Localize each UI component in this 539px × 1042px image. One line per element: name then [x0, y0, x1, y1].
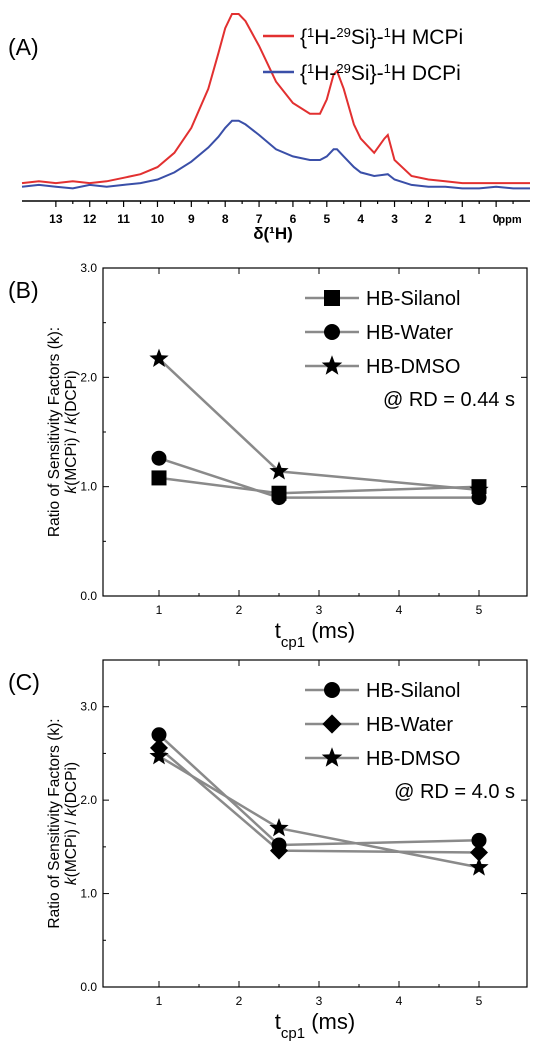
- data-point: [271, 490, 287, 506]
- data-point: [149, 746, 169, 765]
- x-tick-label: 12: [83, 212, 97, 226]
- legend-marker: [324, 324, 340, 340]
- panel-c: 1 2 3 4 5 0.0 1.0 2.0 3.0 Ratio of Sensitivity Fa…: [8, 659, 528, 1042]
- x-tick-label: 3: [391, 212, 398, 226]
- x-tick-label: 9: [188, 212, 195, 226]
- data-point: [269, 461, 289, 480]
- x-tick-label: 10: [151, 212, 165, 226]
- panel-label: (C): [8, 669, 40, 695]
- x-tick-label: 3: [316, 603, 323, 617]
- legend-marker: [321, 747, 343, 767]
- y-tick-label: 0.0: [80, 589, 97, 603]
- legend-label: HB-Silanol: [366, 680, 460, 702]
- x-tick-label: 1: [156, 603, 163, 617]
- spectrum-line: [21, 119, 530, 190]
- data-point: [471, 832, 487, 848]
- series-line: [158, 357, 480, 492]
- x-tick-label: 0: [493, 212, 500, 226]
- spectrum-line: [21, 13, 530, 185]
- x-tick-label: 11: [117, 212, 130, 226]
- data-point: [469, 857, 489, 876]
- legend-marker: [322, 714, 342, 734]
- x-tick-label: 4: [396, 994, 403, 1008]
- y-axis-subtitle: k(MCPi) / k(DCPi): [63, 370, 80, 493]
- legend-label: HB-DMSO: [366, 356, 460, 378]
- x-axis-title: tcp1 (ms): [275, 1009, 355, 1042]
- panel-label: (A): [8, 34, 39, 60]
- x-tick-label: 4: [357, 212, 364, 226]
- x-tick-label: 8: [222, 212, 229, 226]
- data-point: [469, 479, 489, 499]
- legend-marker: [321, 355, 343, 375]
- y-tick-label: 0.0: [80, 980, 97, 994]
- data-point: [151, 450, 167, 466]
- y-tick-label: 1.0: [80, 887, 97, 901]
- legend-marker: [324, 682, 340, 698]
- y-axis-title: Ratio of Sensitivity Factors (k):: [46, 327, 63, 537]
- x-unit-label: ppm: [498, 214, 521, 226]
- plot-frame: [102, 267, 528, 597]
- x-axis-title: δ(¹H): [253, 224, 293, 243]
- x-tick-label: 4: [396, 603, 403, 617]
- x-tick-label: 1: [459, 212, 466, 226]
- x-tick-label: 5: [476, 994, 483, 1008]
- x-axis-title: tcp1 (ms): [275, 618, 355, 651]
- y-tick-label: 2.0: [80, 370, 97, 384]
- x-tick-label: 1: [156, 994, 163, 1008]
- x-tick-label: 2: [236, 994, 243, 1008]
- x-tick-label: 2: [236, 603, 243, 617]
- y-tick-label: 3.0: [80, 700, 97, 714]
- panel-b: 1 2 3 4 5 0.0 1.0 2.0 3.0 Ratio of Sensitivity Fa…: [8, 261, 528, 651]
- x-tick-label: 5: [323, 212, 330, 226]
- rd-annotation: @ RD = 4.0 s: [394, 781, 515, 803]
- x-tick-label: 5: [476, 603, 483, 617]
- legend-marker: [324, 290, 340, 306]
- legend-label: HB-Silanol: [366, 288, 460, 310]
- y-tick-label: 1.0: [80, 480, 97, 494]
- legend-label: {1H-29Si}-1H DCPi: [300, 61, 461, 86]
- rd-annotation: @ RD = 0.44 s: [383, 389, 515, 411]
- x-tick-label: 3: [316, 994, 323, 1008]
- data-point: [270, 841, 288, 860]
- panel-a: (A)13 12 11 10 9 8 7 6 5 4 3 2 1 0ppmδ(¹H){1H-29Si}-1…: [8, 13, 530, 243]
- panel-label: (B): [8, 277, 39, 303]
- y-axis-subtitle: k(MCPi) / k(DCPi): [63, 762, 80, 885]
- legend-label: HB-Water: [366, 714, 453, 736]
- legend-label: {1H-29Si}-1H MCPi: [300, 25, 463, 50]
- data-point: [151, 470, 167, 486]
- data-point: [269, 818, 289, 837]
- data-point: [151, 727, 167, 743]
- y-axis-title: Ratio of Sensitivity Factors (k):: [46, 718, 63, 928]
- legend-label: HB-Water: [366, 322, 453, 344]
- y-tick-label: 2.0: [80, 793, 97, 807]
- x-tick-label: 7: [256, 212, 263, 226]
- x-tick-label: 2: [425, 212, 432, 226]
- x-tick-label: 6: [290, 212, 297, 226]
- data-point: [470, 843, 488, 862]
- data-point: [149, 348, 169, 367]
- y-tick-label: 3.0: [80, 261, 97, 275]
- legend-label: HB-DMSO: [366, 748, 460, 770]
- plot-frame: [102, 659, 528, 988]
- x-tick-label: 13: [49, 212, 63, 226]
